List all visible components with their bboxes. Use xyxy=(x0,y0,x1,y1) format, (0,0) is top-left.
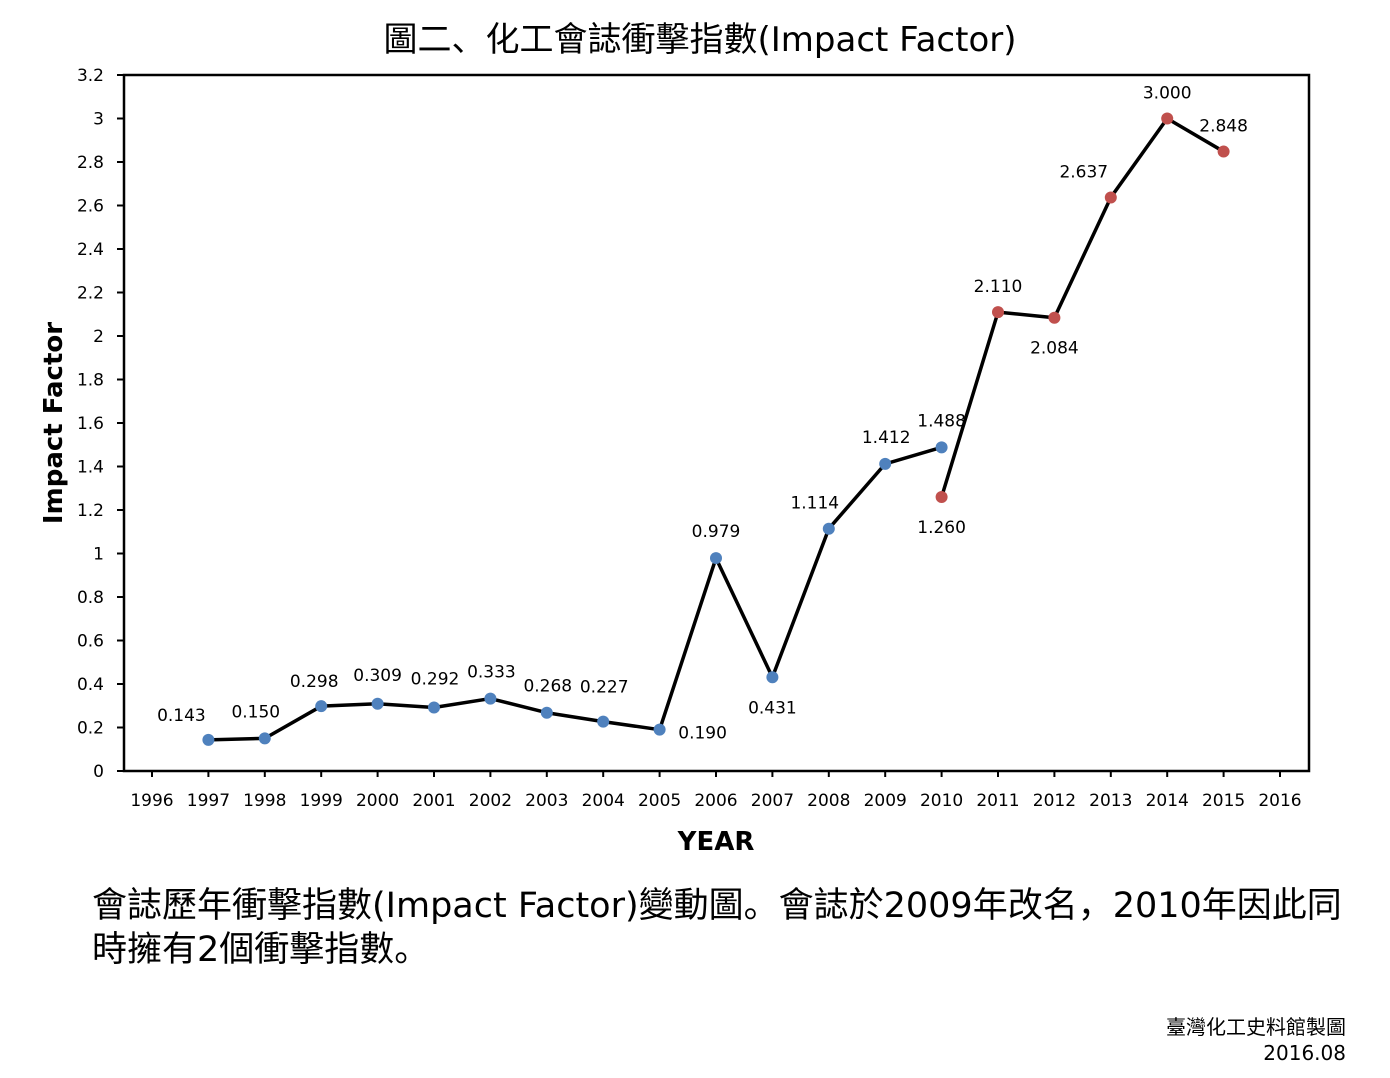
data-point xyxy=(315,700,328,713)
data-point xyxy=(1104,191,1117,204)
data-point xyxy=(879,457,892,470)
data-label: 0.268 xyxy=(523,677,572,697)
data-label: 0.292 xyxy=(411,669,460,689)
series-line xyxy=(208,445,943,742)
y-tick-label: 2.4 xyxy=(77,240,104,260)
plot-area-border xyxy=(122,73,1311,773)
data-point xyxy=(653,723,666,736)
x-tick-label: 2012 xyxy=(1033,791,1076,811)
x-axis-ticks: 1996 1997 1998 1999 2000 2001 2002 2003 2004 2005… xyxy=(130,771,1302,811)
data-point xyxy=(258,732,271,745)
data-point xyxy=(1161,112,1174,125)
data-label: 1.114 xyxy=(790,494,839,514)
data-point xyxy=(484,692,497,705)
credit-maker: 臺灣化工史料館製圖 xyxy=(1166,1015,1346,1039)
x-tick-label: 2002 xyxy=(469,791,512,811)
data-label: 0.150 xyxy=(231,702,280,722)
data-point xyxy=(766,671,779,684)
x-tick-label: 1997 xyxy=(187,791,230,811)
x-tick-label: 2004 xyxy=(582,791,625,811)
data-point xyxy=(935,490,948,503)
y-tick-label: 1.8 xyxy=(77,371,104,391)
data-point xyxy=(992,306,1004,319)
x-tick-label: 2010 xyxy=(920,791,963,811)
y-tick-label: 2 xyxy=(93,327,104,347)
data-label: 0.309 xyxy=(353,666,402,686)
chart-title: 圖二、化工會誌衝擊指數(Impact Factor) xyxy=(383,20,1017,60)
x-tick-label: 2015 xyxy=(1202,791,1245,811)
data-label: 2.110 xyxy=(974,277,1023,297)
data-label: 0.333 xyxy=(467,663,516,683)
data-point xyxy=(1048,311,1061,324)
x-tick-label: 1999 xyxy=(300,791,343,811)
y-tick-label: 1.4 xyxy=(77,458,104,478)
x-tick-label: 2007 xyxy=(751,791,794,811)
series-line xyxy=(939,116,1225,498)
y-axis-ticks: 0 0.2 0.4 0.6 0.8 1 1.2 1.4 1.6 1.8 2 2.2 2.4 2.6 2.8 3… xyxy=(77,66,124,782)
data-point xyxy=(710,552,722,565)
data-point xyxy=(935,441,948,454)
series-lines xyxy=(208,116,1225,742)
data-label: 1.412 xyxy=(862,428,911,448)
x-tick-label: 2013 xyxy=(1089,791,1132,811)
data-label: 0.431 xyxy=(748,698,797,718)
data-label: 0.979 xyxy=(692,522,741,542)
credit-block: 臺灣化工史料館製圖 2016.08 xyxy=(1166,1014,1346,1066)
x-tick-label: 2011 xyxy=(976,791,1019,811)
series-points xyxy=(202,112,1230,746)
y-tick-label: 3 xyxy=(93,110,104,130)
y-tick-label: 0.6 xyxy=(77,632,104,652)
x-tick-label: 2008 xyxy=(807,791,850,811)
x-tick-label: 2003 xyxy=(525,791,568,811)
y-tick-label: 0.4 xyxy=(77,675,104,695)
data-label: 2.848 xyxy=(1199,117,1248,137)
data-point xyxy=(202,733,215,746)
data-label: 0.143 xyxy=(157,706,206,726)
y-tick-label: 2.8 xyxy=(77,153,104,173)
x-tick-label: 1998 xyxy=(243,791,286,811)
data-label: 3.000 xyxy=(1143,84,1192,104)
y-axis-title: Impact Factor xyxy=(39,322,69,524)
y-tick-label: 2.6 xyxy=(77,197,104,217)
data-label: 2.637 xyxy=(1059,162,1108,182)
y-tick-label: 0.8 xyxy=(77,588,104,608)
x-tick-label: 2009 xyxy=(864,791,907,811)
x-tick-label: 2006 xyxy=(694,791,737,811)
data-point xyxy=(371,697,384,710)
x-tick-label: 2001 xyxy=(412,791,455,811)
x-tick-label: 2000 xyxy=(356,791,399,811)
x-tick-label: 2016 xyxy=(1258,791,1301,811)
data-point xyxy=(428,701,440,714)
y-tick-label: 2.2 xyxy=(77,284,104,304)
data-label: 1.260 xyxy=(917,518,966,538)
data-label: 0.298 xyxy=(290,672,339,692)
data-label: 1.488 xyxy=(917,411,966,431)
y-tick-label: 1 xyxy=(93,545,104,565)
data-label: 2.084 xyxy=(1030,339,1079,359)
data-point xyxy=(822,522,835,535)
x-tick-label: 2014 xyxy=(1146,791,1189,811)
data-point xyxy=(1217,145,1230,158)
impact-factor-chart: 0 0.2 0.4 0.6 0.8 1 1.2 1.4 1.6 1.8 2 2.2 2.4 2.6 2.8 3… xyxy=(39,66,1311,857)
x-tick-label: 1996 xyxy=(130,791,173,811)
data-label: 0.190 xyxy=(678,724,727,744)
figure-caption: 會誌歷年衝擊指數(Impact Factor)變動圖。會誌於2009年改名，20… xyxy=(92,886,1342,970)
y-tick-label: 3.2 xyxy=(77,66,104,86)
y-tick-label: 1.2 xyxy=(77,501,104,521)
data-labels: 0.143 0.150 0.298 0.309 0.292 0.333 0.268 0.227… xyxy=(157,84,1248,744)
data-point xyxy=(597,715,610,728)
data-label: 0.227 xyxy=(580,678,629,698)
x-tick-label: 2005 xyxy=(638,791,681,811)
y-tick-label: 0 xyxy=(93,762,104,782)
x-axis-title: YEAR xyxy=(677,827,755,857)
y-tick-label: 1.6 xyxy=(77,414,104,434)
y-tick-label: 0.2 xyxy=(77,719,104,739)
credit-date: 2016.08 xyxy=(1263,1041,1346,1065)
data-point xyxy=(540,706,553,719)
